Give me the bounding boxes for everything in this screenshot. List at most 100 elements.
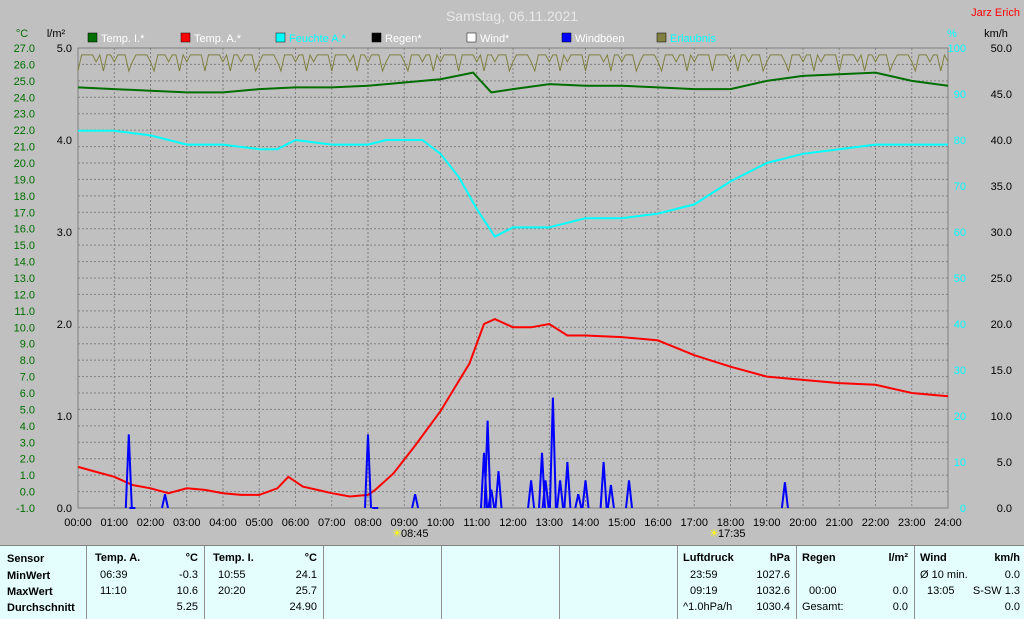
rain-header: Regen: [802, 552, 836, 564]
chart-title: Samstag, 06.11.2021: [446, 8, 578, 24]
sensor-column: Sensor MinWert MaxWert Durchschnitt: [0, 546, 87, 619]
temp-i-unit: °C: [304, 552, 317, 564]
rain-tick-label: 0.0: [57, 503, 72, 515]
weather-chart: 00:00 01:00 02:00 03:00 04:00 05:00 06:00 07:00…: [13, 7, 1020, 540]
x-tick-label: 04:00: [209, 517, 237, 529]
humidity-tick-label: 90: [954, 89, 966, 101]
x-tick-label: 13:00: [535, 517, 563, 529]
wind-tick-label: 25.0: [991, 273, 1012, 285]
temp-tick-label: 4.0: [20, 421, 35, 433]
series-line: [77, 318, 949, 498]
wind-mean-value: 0.0: [1004, 601, 1020, 613]
x-tick-label: 00:00: [64, 517, 92, 529]
legend-swatch: [371, 32, 382, 43]
wind-max-value: S-SW 1.3: [972, 585, 1020, 597]
temp-a-max-value: 10.6: [176, 585, 198, 597]
legend-swatch: [656, 32, 667, 43]
rain-total-label: Gesamt:: [802, 601, 844, 613]
wind-gust-spike: [161, 493, 169, 509]
x-tick-label: 09:00: [390, 517, 418, 529]
temp-i-min-value: 24.1: [295, 569, 317, 581]
temp-a-header: Temp. A.: [95, 552, 141, 564]
grid: [78, 48, 948, 508]
legend-label: Temp. A.*: [194, 33, 242, 45]
temp-a-max-time: 11:10: [100, 585, 127, 597]
rain-tick-label: 4.0: [57, 135, 72, 147]
rain-tick-label: 2.0: [57, 319, 72, 331]
wind-column: Wind km/h Ø 10 min. 0.0 13:05 S-SW 1.3 0…: [915, 546, 1024, 619]
temp-i-column: Temp. I. °C 10:55 24.1 20:20 25.7 24.90: [205, 546, 324, 619]
temp-tick-label: 23.0: [14, 109, 35, 121]
temp-tick-label: 26.0: [14, 59, 35, 71]
temp-tick-label: 24.0: [14, 92, 35, 104]
series-temp-i-: [77, 71, 949, 94]
temp-a-min-value: -0.3: [179, 569, 198, 581]
wind-gust-spike: [599, 461, 608, 509]
x-tick-label: 07:00: [318, 517, 346, 529]
legend-label: Regen*: [385, 33, 422, 45]
legend-item: Regen*: [371, 32, 422, 45]
wind-gust-spike: [487, 489, 496, 509]
temp-tick-label: 19.0: [14, 174, 35, 186]
x-tick-label: 16:00: [644, 517, 672, 529]
series-layer: [77, 53, 949, 509]
x-tick-label: 10:00: [427, 517, 455, 529]
wind-header: Wind: [920, 552, 947, 564]
wind-avg-value: 0.0: [1004, 569, 1020, 581]
legend-label: Temp. I.*: [101, 33, 145, 45]
temp-tick-label: 22.0: [14, 125, 35, 137]
series-line: [78, 129, 948, 238]
legend-item: Temp. I.*: [87, 32, 145, 45]
temp-a-avg-value: 5.25: [176, 601, 198, 613]
wind-gust-spike: [548, 397, 557, 509]
sunset-time: 17:35: [718, 528, 746, 540]
rain-tick-label: 5.0: [57, 43, 72, 55]
pressure-column: Luftdruck hPa 23:59 1027.6 09:19 1032.6 …: [678, 546, 797, 619]
axes-layer: 00:00 01:00 02:00 03:00 04:00 05:00 06:00 07:00…: [14, 43, 1012, 529]
x-tick-label: 18:00: [717, 517, 745, 529]
wind-tick-label: 35.0: [991, 181, 1012, 193]
legend-swatch: [275, 32, 286, 43]
x-tick-label: 11:00: [463, 517, 490, 529]
wind-gust-spike: [411, 493, 420, 509]
legend-item: Windböen: [561, 32, 625, 45]
wind-tick-label: 0.0: [997, 503, 1012, 515]
x-tick-label: 06:00: [282, 517, 310, 529]
sunset-marker: ☀ 17:35: [709, 527, 746, 540]
pressure-unit: hPa: [769, 552, 790, 564]
temp-tick-label: 10.0: [14, 322, 35, 334]
temp-tick-label: 21.0: [14, 142, 35, 154]
row-label-min: MinWert: [7, 570, 51, 582]
temp-tick-label: 11.0: [14, 306, 35, 318]
row-label-max: MaxWert: [7, 586, 53, 598]
temp-a-unit: °C: [185, 552, 198, 564]
wind-unit-label: km/h: [984, 28, 1008, 40]
wind-tick-label: 40.0: [991, 135, 1012, 147]
wind-tick-label: 50.0: [991, 43, 1012, 55]
temp-tick-label: 7.0: [20, 372, 35, 384]
legend-item: Wind*: [466, 32, 510, 45]
temp-tick-label: 12.0: [14, 289, 35, 301]
humidity-tick-label: 40: [954, 319, 966, 331]
wind-tick-label: 5.0: [997, 457, 1012, 469]
author-label: Jarz Erich: [971, 7, 1020, 19]
series-line: [77, 71, 949, 94]
temp-tick-label: 17.0: [14, 207, 35, 219]
x-tick-label: 15:00: [608, 517, 636, 529]
x-tick-label: 03:00: [173, 517, 201, 529]
wind-gust-spike: [527, 480, 536, 509]
wind-gust-spike: [483, 420, 492, 509]
wind-unit: km/h: [994, 552, 1020, 564]
empty-column-2: [442, 546, 560, 619]
temp-i-avg-value: 24.90: [289, 601, 317, 613]
pressure-max-time: 09:19: [690, 585, 718, 597]
humidity-tick-label: 70: [954, 181, 966, 193]
wind-tick-label: 30.0: [991, 227, 1012, 239]
temp-tick-label: -1.0: [16, 503, 35, 515]
wind-avg-label: Ø 10 min.: [920, 569, 968, 581]
humidity-tick-label: 20: [954, 411, 966, 423]
temp-tick-label: 20.0: [14, 158, 35, 170]
rain-time: 00:00: [809, 585, 837, 597]
humidity-tick-label: 30: [954, 365, 966, 377]
x-tick-label: 12:00: [499, 517, 527, 529]
